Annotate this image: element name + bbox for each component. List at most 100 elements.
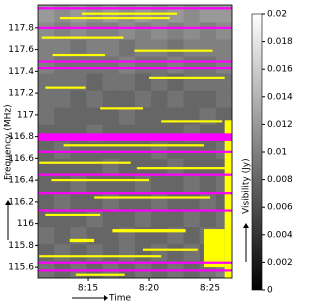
heat-cell (86, 56, 103, 74)
heat-cell (102, 22, 120, 40)
flag-region (38, 261, 232, 264)
heat-cell (183, 22, 200, 40)
heat-cell (54, 243, 71, 262)
heat-cell (118, 158, 136, 176)
heat-cell (102, 56, 120, 74)
heat-cell (183, 175, 200, 193)
heat-cell (54, 226, 71, 245)
heat-cell (199, 141, 217, 159)
heat-cell (183, 141, 200, 159)
colorbar-tick-label: 0.008 (267, 175, 293, 185)
heat-cell (38, 226, 55, 245)
heat-cell (135, 141, 152, 159)
heat-cell (38, 39, 55, 57)
flag-region (142, 248, 198, 251)
heat-cell (70, 192, 87, 211)
heat-cell (54, 90, 71, 108)
y-tick-label: 116.2 (8, 197, 34, 207)
y-tick-label: 116.4 (8, 176, 34, 186)
heat-cell (86, 22, 103, 40)
heat-cell (167, 243, 184, 262)
flag-region (38, 60, 232, 63)
flag-region (224, 120, 232, 279)
heat-cell (118, 243, 136, 262)
heat-cell (215, 73, 233, 91)
heat-cell (54, 175, 71, 193)
heat-cell (118, 22, 136, 40)
heat-cell (38, 209, 55, 228)
heat-cell (102, 243, 120, 262)
heat-cell (183, 226, 200, 245)
colorbar-tick-label: 0.012 (267, 120, 293, 130)
flag-region (45, 213, 101, 217)
flag-region (52, 53, 106, 57)
cbar-arrowhead (243, 223, 249, 228)
heat-cell (215, 39, 233, 57)
heat-cell (86, 107, 103, 125)
heat-cell (38, 22, 55, 40)
plot-area (38, 5, 233, 279)
heat-cell (118, 56, 136, 74)
heat-cell (86, 73, 103, 91)
heat-cell (86, 209, 103, 228)
heat-cell (183, 192, 200, 211)
heat-cell (167, 22, 184, 40)
heat-cell (38, 158, 55, 176)
heat-cell (86, 90, 103, 108)
flag-region (69, 238, 95, 243)
heat-cell (135, 192, 152, 211)
heat-cell (199, 175, 217, 193)
heat-cell (86, 175, 103, 193)
heat-cell (199, 22, 217, 40)
flag-region (94, 196, 211, 199)
flag-region (39, 255, 162, 258)
colorbar-label: Visibility (Jy) (242, 158, 252, 214)
heat-cell (135, 209, 152, 228)
heat-cell (199, 56, 217, 74)
heat-cell (38, 141, 55, 159)
heat-cell (215, 56, 233, 74)
heat-cell (151, 90, 168, 108)
heat-cell (70, 73, 87, 91)
heat-cell (135, 39, 152, 57)
colorbar-tick-label: 0.004 (267, 230, 293, 240)
flag-region (38, 26, 232, 29)
colorbar-tick-label: 0 (267, 286, 273, 296)
heat-cell (70, 175, 87, 193)
heat-cell (215, 90, 233, 108)
heat-cell (215, 22, 233, 40)
heat-cell (167, 209, 184, 228)
heat-cell (135, 56, 152, 74)
flag-region (75, 273, 125, 276)
heat-cell (151, 192, 168, 211)
heat-cell (54, 158, 71, 176)
heat-cell (54, 107, 71, 125)
heat-cell (135, 90, 152, 108)
y-tick-label: 117.4 (8, 67, 34, 77)
heat-cell (102, 39, 120, 57)
heat-cell (54, 39, 71, 57)
heat-cell (183, 73, 200, 91)
heat-cell (38, 73, 55, 91)
heat-cell (118, 175, 136, 193)
y-axis-label: Frequency (MHz) (4, 104, 14, 180)
heat-cell (199, 73, 217, 91)
heat-cell (70, 209, 87, 228)
flag-region (38, 192, 232, 195)
colorbar (251, 13, 263, 291)
colorbar-tick-label: 0.014 (267, 92, 293, 102)
flag-region (38, 173, 232, 176)
heat-cell (54, 22, 71, 40)
heat-cell (86, 158, 103, 176)
heat-cell (102, 209, 120, 228)
y-tick-label: 117.6 (8, 45, 34, 55)
flag-region (134, 49, 213, 52)
heat-cell (86, 192, 103, 211)
colorbar-tick-label: 0.02 (267, 10, 287, 20)
flag-region (41, 36, 124, 39)
y-tick-label: 117 (17, 110, 34, 120)
flag-region (38, 66, 232, 70)
heat-cell (86, 39, 103, 57)
heat-cell (70, 158, 87, 176)
heat-cell (54, 209, 71, 228)
